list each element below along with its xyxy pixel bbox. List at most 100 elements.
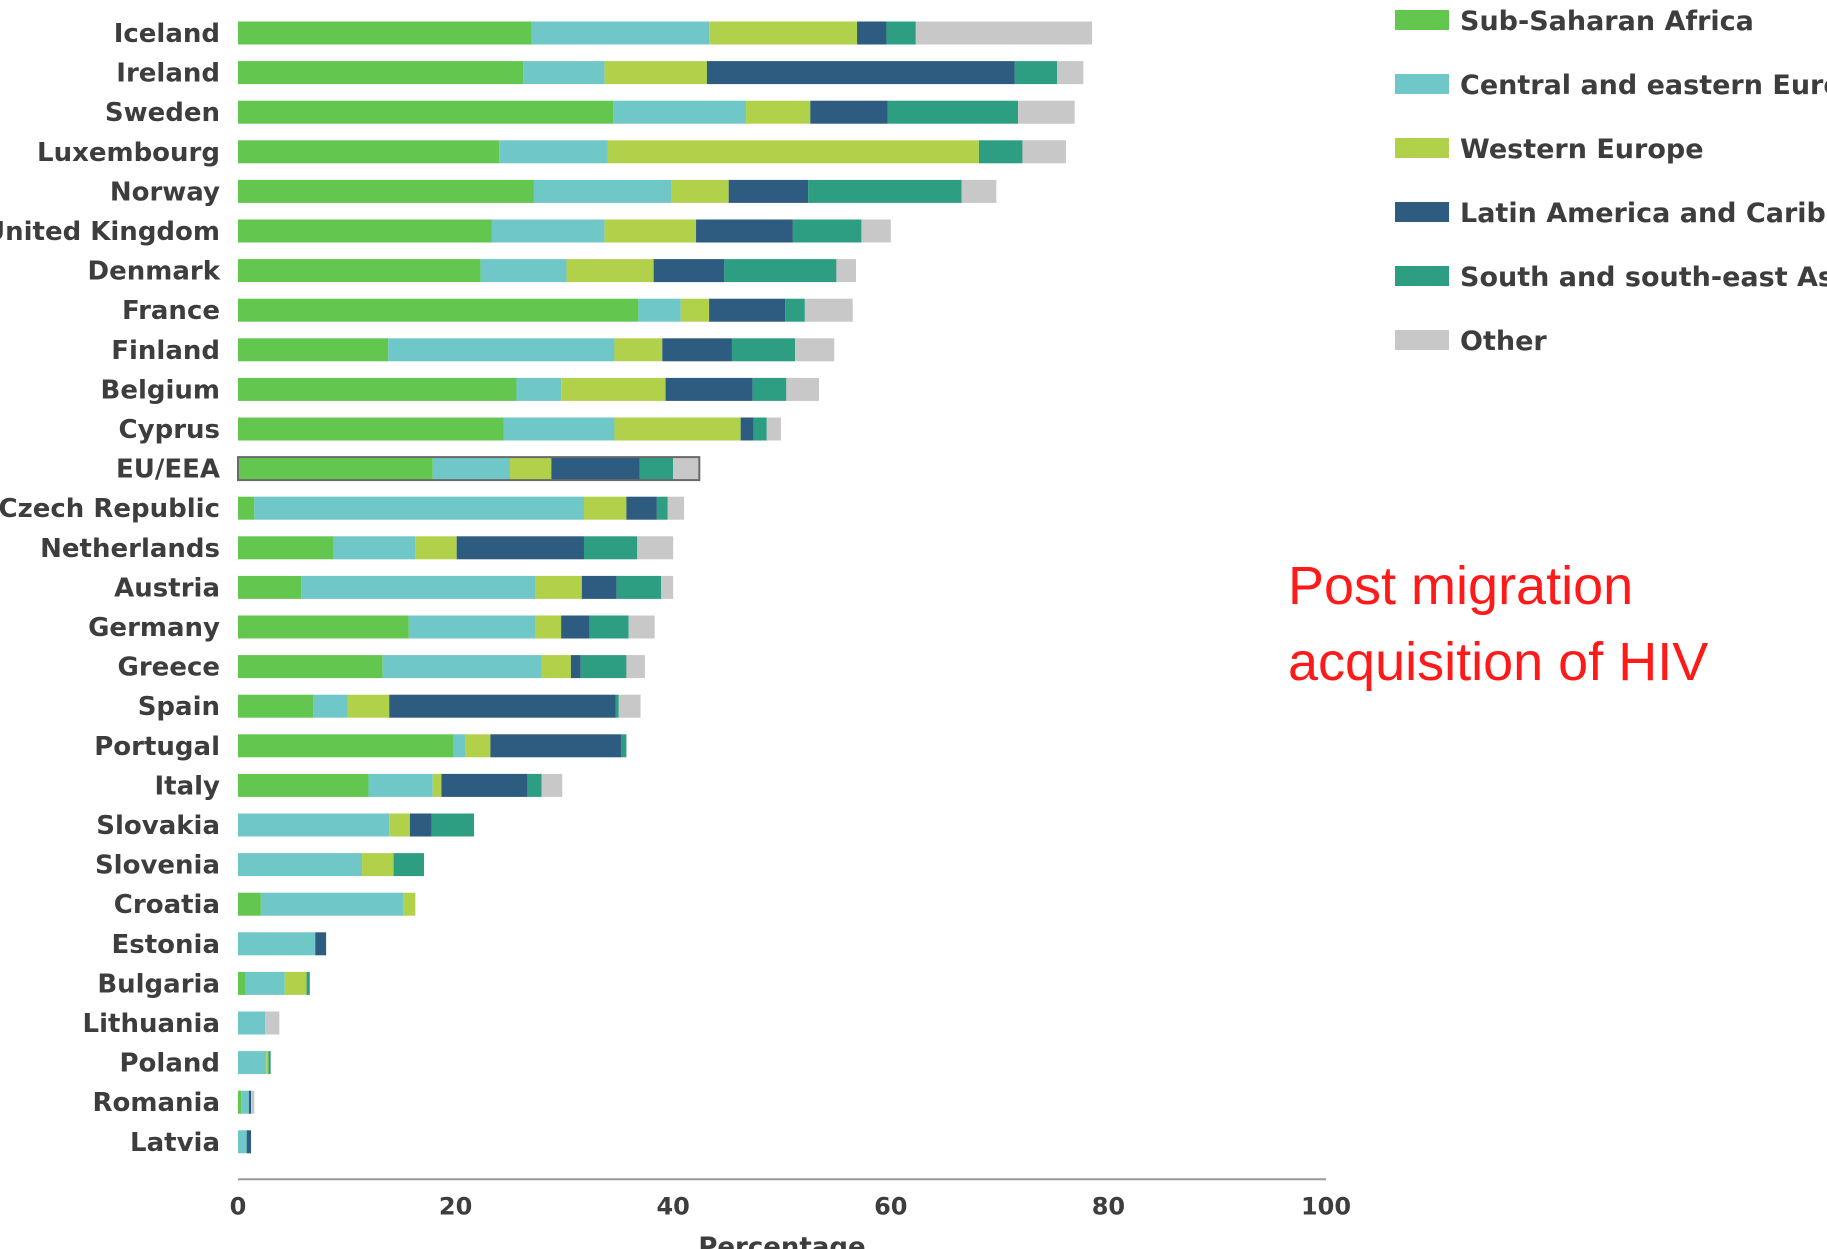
bar-ireland-other bbox=[1057, 61, 1084, 85]
bar-cyprus-other bbox=[766, 417, 781, 441]
bar-slovakia-western-europe bbox=[389, 813, 410, 837]
legend-label-south-and-south-east-asia: South and south-east Asia bbox=[1460, 262, 1827, 293]
bar-eu-eea-sub-saharan-africa bbox=[238, 457, 433, 481]
bar-united-kingdom-central-and-eastern-europe bbox=[491, 219, 605, 243]
bar-denmark-western-europe bbox=[566, 259, 654, 283]
bar-belgium-central-and-eastern-europe bbox=[516, 377, 562, 401]
bar-germany-western-europe bbox=[535, 615, 562, 639]
legend-label-central-and-eastern-europe: Central and eastern Europe bbox=[1460, 70, 1827, 101]
category-label-sweden: Sweden bbox=[105, 98, 220, 128]
x-axis-title: Percentage bbox=[698, 1232, 865, 1249]
category-label-united-kingdom: United Kingdom bbox=[0, 217, 220, 247]
legend-label-sub-saharan-africa: Sub-Saharan Africa bbox=[1460, 6, 1754, 37]
bar-estonia-central-and-eastern-europe bbox=[238, 932, 316, 956]
bar-romania-other bbox=[251, 1090, 255, 1114]
bar-sweden-western-europe bbox=[746, 100, 811, 124]
legend-swatch-western-europe bbox=[1395, 138, 1449, 158]
bar-sweden-other bbox=[1018, 100, 1075, 124]
annotation-text: Post migration acquisition of HIV bbox=[1288, 548, 1808, 700]
annotation-line-1: Post migration bbox=[1288, 556, 1634, 616]
bar-sweden-latin-america-and-caribbean bbox=[810, 100, 888, 124]
bar-ireland-latin-america-and-caribbean bbox=[706, 61, 1015, 85]
bar-croatia-sub-saharan-africa bbox=[238, 892, 261, 916]
bar-lithuania-central-and-eastern-europe bbox=[238, 1011, 266, 1035]
bar-norway-central-and-eastern-europe bbox=[533, 179, 672, 203]
bar-sweden-central-and-eastern-europe bbox=[613, 100, 747, 124]
category-label-spain: Spain bbox=[138, 692, 220, 722]
bar-iceland-latin-america-and-caribbean bbox=[857, 21, 887, 45]
bar-ireland-western-europe bbox=[604, 61, 707, 85]
bar-ireland-central-and-eastern-europe bbox=[523, 61, 605, 85]
category-label-norway: Norway bbox=[110, 177, 220, 207]
annotation-line-2: acquisition of HIV bbox=[1288, 632, 1709, 692]
bar-romania-central-and-eastern-europe bbox=[241, 1090, 249, 1114]
bar-spain-central-and-eastern-europe bbox=[313, 694, 348, 718]
category-label-france: France bbox=[122, 296, 220, 326]
category-label-cyprus: Cyprus bbox=[119, 415, 220, 445]
legend-label-other: Other bbox=[1460, 326, 1547, 357]
bar-czech-republic-western-europe bbox=[583, 496, 627, 520]
bar-germany-sub-saharan-africa bbox=[238, 615, 409, 639]
category-label-italy: Italy bbox=[154, 771, 220, 801]
legend: Sub-Saharan Africa Central and eastern Eu… bbox=[1395, 6, 1827, 357]
bar-portugal-sub-saharan-africa bbox=[238, 734, 454, 758]
bar-france-central-and-eastern-europe bbox=[638, 298, 681, 322]
category-label-ireland: Ireland bbox=[116, 59, 220, 89]
bar-netherlands-central-and-eastern-europe bbox=[333, 536, 416, 560]
bar-bulgaria-south-and-south-east-asia bbox=[306, 971, 310, 995]
bar-italy-western-europe bbox=[432, 773, 442, 797]
category-label-luxembourg: Luxembourg bbox=[37, 138, 220, 168]
bar-finland-sub-saharan-africa bbox=[238, 338, 389, 362]
bar-italy-other bbox=[541, 773, 563, 797]
category-label-slovakia: Slovakia bbox=[96, 811, 220, 841]
category-labels: Iceland Ireland Sweden Luxembourg Norway Unit… bbox=[0, 19, 221, 1158]
bar-cyprus-latin-america-and-caribbean bbox=[740, 417, 754, 441]
category-label-germany: Germany bbox=[88, 613, 220, 643]
bar-lithuania-other bbox=[265, 1011, 280, 1035]
bar-austria-other bbox=[661, 575, 674, 599]
category-label-czech-republic: Czech Republic bbox=[0, 494, 220, 524]
bar-czech-republic-other bbox=[667, 496, 685, 520]
x-tick-label-60: 60 bbox=[874, 1192, 907, 1220]
bar-eu-eea-latin-america-and-caribbean bbox=[551, 457, 640, 481]
bar-romania-latin-america-and-caribbean bbox=[248, 1090, 252, 1114]
bar-slovakia-latin-america-and-caribbean bbox=[409, 813, 432, 837]
legend-swatch-sub-saharan-africa bbox=[1395, 10, 1449, 30]
bar-finland-central-and-eastern-europe bbox=[388, 338, 615, 362]
bar-france-western-europe bbox=[680, 298, 710, 322]
bar-cyprus-sub-saharan-africa bbox=[238, 417, 504, 441]
category-label-lithuania: Lithuania bbox=[83, 1009, 220, 1039]
bar-poland-central-and-eastern-europe bbox=[238, 1051, 267, 1075]
x-tick-label-40: 40 bbox=[656, 1192, 689, 1220]
bar-spain-sub-saharan-africa bbox=[238, 694, 314, 718]
bar-greece-sub-saharan-africa bbox=[238, 655, 383, 679]
bar-poland-south-and-south-east-asia bbox=[268, 1051, 271, 1075]
bar-portugal-south-and-south-east-asia bbox=[620, 734, 627, 758]
category-label-croatia: Croatia bbox=[114, 890, 220, 920]
bar-sweden-south-and-south-east-asia bbox=[887, 100, 1019, 124]
bar-united-kingdom-sub-saharan-africa bbox=[238, 219, 492, 243]
category-label-romania: Romania bbox=[93, 1088, 221, 1118]
bar-greece-western-europe bbox=[541, 655, 571, 679]
bar-portugal-latin-america-and-caribbean bbox=[490, 734, 621, 758]
bar-spain-western-europe bbox=[347, 694, 390, 718]
bar-belgium-latin-america-and-caribbean bbox=[665, 377, 753, 401]
bar-austria-central-and-eastern-europe bbox=[301, 575, 536, 599]
category-label-netherlands: Netherlands bbox=[40, 534, 220, 564]
bar-finland-other bbox=[795, 338, 835, 362]
bar-belgium-south-and-south-east-asia bbox=[752, 377, 787, 401]
bar-france-sub-saharan-africa bbox=[238, 298, 639, 322]
bar-estonia-latin-america-and-caribbean bbox=[315, 932, 327, 956]
category-label-denmark: Denmark bbox=[88, 257, 221, 287]
bar-italy-south-and-south-east-asia bbox=[527, 773, 542, 797]
bar-romania-sub-saharan-africa bbox=[238, 1090, 242, 1114]
bar-iceland-other bbox=[915, 21, 1093, 45]
legend-label-latin-america-and-caribbean: Latin America and Caribbean bbox=[1460, 198, 1827, 229]
bar-cyprus-western-europe bbox=[614, 417, 741, 441]
x-tick-label-80: 80 bbox=[1092, 1192, 1125, 1220]
category-label-austria: Austria bbox=[114, 573, 220, 603]
legend-label-western-europe: Western Europe bbox=[1460, 134, 1704, 165]
bar-greece-south-and-south-east-asia bbox=[580, 655, 627, 679]
bar-belgium-sub-saharan-africa bbox=[238, 377, 517, 401]
x-tick-label-100: 100 bbox=[1301, 1192, 1351, 1220]
